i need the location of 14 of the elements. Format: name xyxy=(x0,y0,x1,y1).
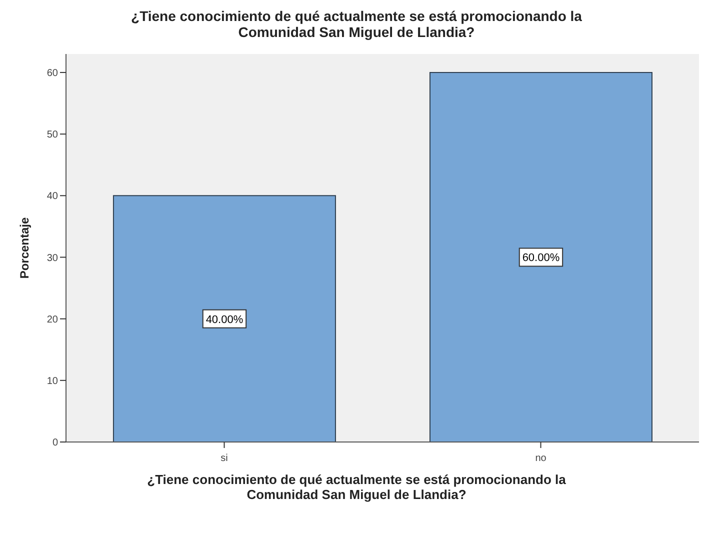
x-tick-label: no xyxy=(535,453,547,464)
y-tick-label: 20 xyxy=(46,314,58,326)
y-tick-label: 50 xyxy=(46,130,58,141)
y-tick-label: 30 xyxy=(46,252,58,264)
data-label: 40.00% xyxy=(206,314,244,326)
y-tick-label: 10 xyxy=(46,376,58,387)
y-axis-title: Porcentaje xyxy=(17,216,32,279)
x-tick-label: si xyxy=(220,453,228,464)
y-tick-label: 0 xyxy=(52,438,58,449)
y-tick-label: 60 xyxy=(46,68,58,80)
x-axis-title: ¿Tiene conocimiento de qué actualmente se está promocionando la Comunidad San Miguel de Llandia? xyxy=(146,472,567,502)
y-tick-label: 40 xyxy=(46,191,58,202)
data-label: 60.00% xyxy=(522,252,560,264)
chart-title: ¿Tiene conocimiento de qué actualmente se está promocionando la Comunidad San Miguel de Llandia? xyxy=(130,8,583,40)
